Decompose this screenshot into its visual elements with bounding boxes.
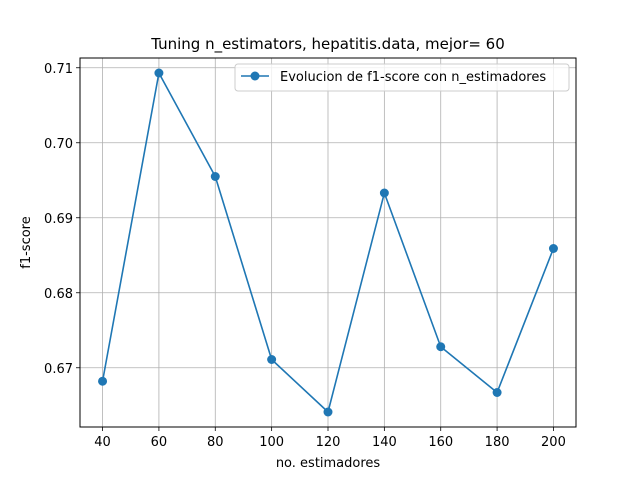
x-tick-label: 140 xyxy=(372,435,397,450)
x-axis-label: no. estimadores xyxy=(276,456,381,471)
x-tick-label: 80 xyxy=(207,435,224,450)
x-tick-label: 180 xyxy=(485,435,510,450)
y-tick-label: 0.67 xyxy=(44,362,73,377)
data-point xyxy=(492,388,502,397)
y-tick-label: 0.69 xyxy=(44,212,73,227)
data-point xyxy=(154,68,164,78)
data-point xyxy=(548,244,558,253)
legend-label: Evolucion de f1-score con n_estimadores xyxy=(280,70,546,85)
x-tick-label: 160 xyxy=(428,435,453,450)
x-tick-label: 200 xyxy=(541,435,566,450)
y-tick-label: 0.68 xyxy=(44,287,73,302)
legend-frame xyxy=(234,63,570,92)
data-point xyxy=(267,355,277,364)
legend-marker xyxy=(250,71,260,81)
data-point xyxy=(210,172,220,181)
x-tick-label: 40 xyxy=(94,435,111,450)
data-point xyxy=(436,342,446,352)
y-tick-label: 0.70 xyxy=(44,137,73,152)
data-point xyxy=(379,188,389,198)
x-tick-label: 100 xyxy=(259,435,284,450)
chart-title: Tuning n_estimators, hepatitis.data, mej… xyxy=(150,35,505,54)
x-tick-label: 120 xyxy=(316,435,341,450)
legend: Evolucion de f1-score con n_estimadores xyxy=(234,63,570,92)
x-tick-label: 60 xyxy=(151,435,168,450)
data-point xyxy=(98,376,108,386)
y-tick-label: 0.71 xyxy=(44,62,73,77)
ticks: 40 60 80 100 120 140 160 180 200 0.67 0.68 0.69 0.70… xyxy=(44,62,566,450)
y-axis-label: f1-score xyxy=(19,216,34,268)
series xyxy=(98,68,558,417)
data-point xyxy=(323,407,333,417)
